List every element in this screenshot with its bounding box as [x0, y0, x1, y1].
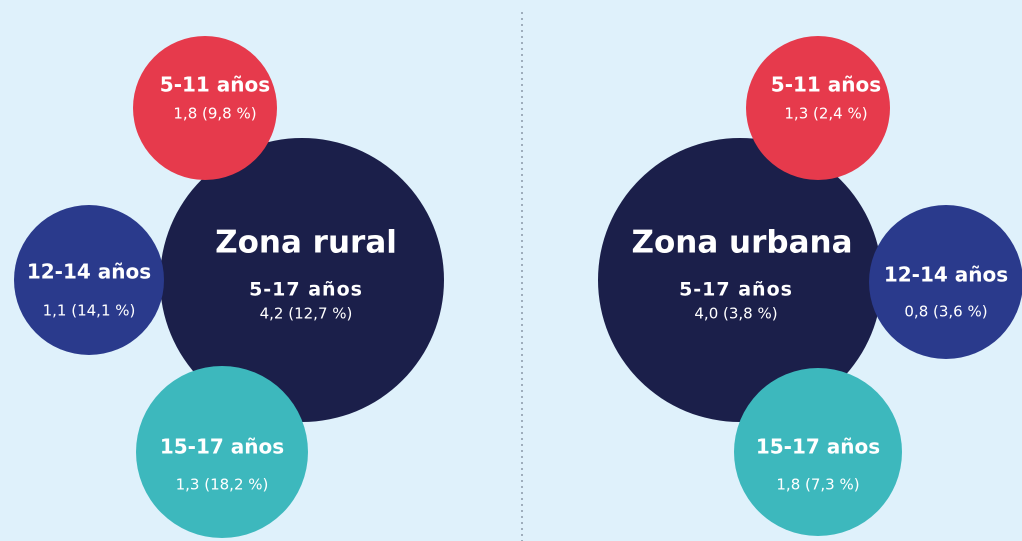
- main-label: 5-17 años: [249, 279, 363, 301]
- main-value: 4,0 (3,8 %): [694, 305, 777, 323]
- urban-group: Zona urbana 5-17 años 4,0 (3,8 %) 5-11 a…: [598, 36, 1022, 536]
- segment-value: 1,8 (7,3 %): [776, 476, 859, 494]
- segment-value: 1,1 (14,1 %): [43, 302, 136, 320]
- segment-circle: [14, 205, 164, 355]
- segment-label: 12-14 años: [27, 260, 151, 284]
- group-title: Zona urbana: [631, 225, 852, 261]
- main-circle: [160, 138, 444, 422]
- segment-label: 5-11 años: [160, 73, 270, 97]
- segment-label: 15-17 años: [756, 435, 880, 459]
- group-title: Zona rural: [215, 225, 397, 261]
- segment-label: 12-14 años: [884, 263, 1008, 287]
- segment-circle: [746, 36, 890, 180]
- segment-circle: [734, 368, 902, 536]
- segment-circle: [133, 36, 277, 180]
- segment-label: 15-17 años: [160, 435, 284, 459]
- segment-circle: [136, 366, 308, 538]
- segment-value: 1,8 (9,8 %): [173, 105, 256, 123]
- main-label: 5-17 años: [679, 279, 793, 301]
- segment-value: 1,3 (18,2 %): [176, 476, 269, 494]
- main-value: 4,2 (12,7 %): [260, 305, 353, 323]
- main-circle: [598, 138, 882, 422]
- rural-group: Zona rural 5-17 años 4,2 (12,7 %) 5-11 a…: [14, 36, 444, 538]
- segment-value: 1,3 (2,4 %): [784, 105, 867, 123]
- segment-label: 5-11 años: [771, 73, 881, 97]
- segment-circle: [869, 205, 1022, 359]
- segment-value: 0,8 (3,6 %): [904, 303, 987, 321]
